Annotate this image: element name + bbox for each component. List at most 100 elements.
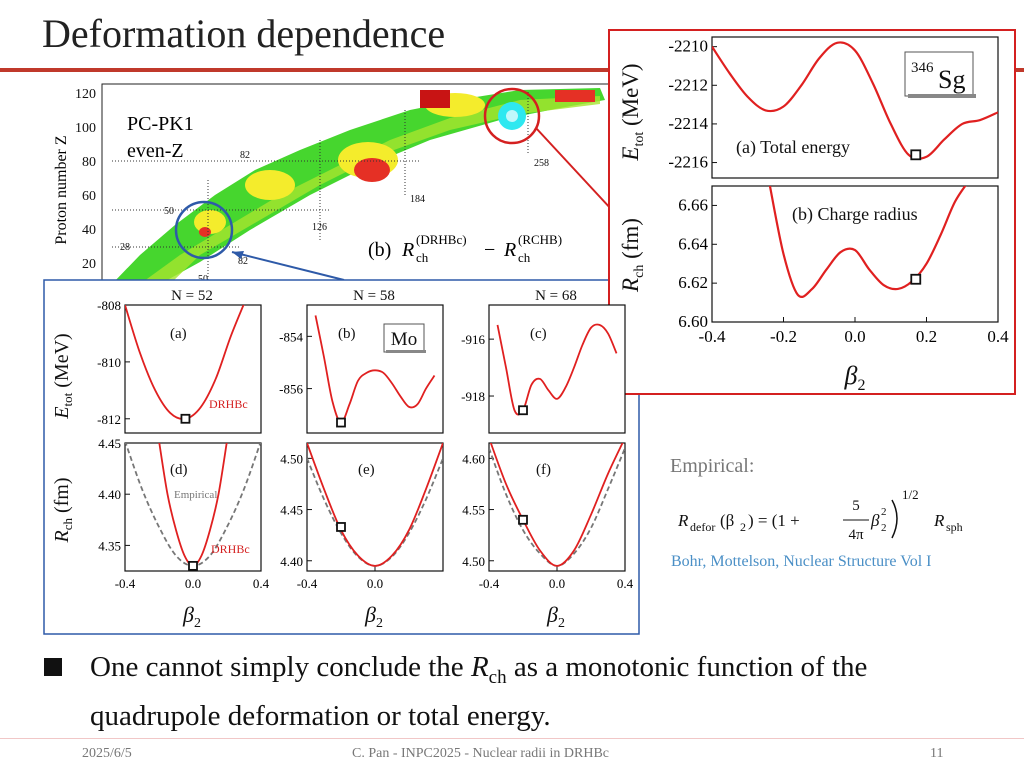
x-tick-label: 0.4	[987, 327, 1009, 346]
formula-den: 4π	[848, 527, 864, 543]
y-tick-label: 4.45	[280, 503, 303, 518]
y-tick-label: -856	[279, 382, 303, 397]
plot-frame	[124, 304, 262, 434]
y-tick-label: -918	[461, 389, 485, 404]
ground-state-marker	[518, 405, 528, 416]
drhbc-series-line	[496, 323, 618, 416]
panel-label-d: (d)	[170, 462, 188, 478]
x-tick-label: 0.4	[253, 576, 270, 591]
x-tick-label: 0.0	[367, 576, 383, 591]
y-tick-label: 4.40	[98, 487, 121, 502]
map-formula-minus: −	[484, 239, 495, 261]
y-tick-label: 6.60	[678, 312, 708, 331]
x-tick-label: 0.4	[617, 576, 634, 591]
footer-rule	[0, 738, 1024, 739]
y-tick-label: 4.35	[98, 538, 121, 553]
panel-label-e: (e)	[358, 462, 375, 478]
plot-frame	[488, 304, 626, 434]
chart-panel-4: 4.50 4.45 4.40 -0.4 0.0	[280, 442, 444, 591]
magic-label: 82	[240, 150, 250, 161]
y-tick-label: -808	[97, 298, 121, 313]
magic-label: 82	[238, 256, 248, 267]
empirical-formula: R defor (β 2 ) = (1 + 5 4π β 2 2 1/2 R s…	[677, 487, 963, 543]
magic-label: 126	[312, 222, 327, 233]
sg-box-sup: 346	[911, 60, 934, 76]
y-tick-label: 6.66	[678, 195, 708, 214]
x-tick-label: -0.4	[115, 576, 136, 591]
panel-label-f: (f)	[536, 462, 551, 478]
formula-exp: 1/2	[902, 487, 919, 502]
map-ytick: 120	[75, 87, 96, 102]
x-tick-label: 0.2	[916, 327, 937, 346]
y-tick-label: -2214	[668, 114, 708, 133]
drhbc-series-line	[768, 186, 967, 299]
y-tick-label: -810	[97, 355, 121, 370]
panel-label-charge-radius: (b) Charge radius	[792, 204, 918, 225]
ground-state-marker	[910, 273, 922, 285]
footer-page: 11	[930, 746, 944, 761]
plot-frame	[488, 442, 626, 572]
map-panel-label: (b)	[368, 239, 391, 261]
y-tick-label: 4.45	[98, 436, 121, 451]
formula-rhs-sub: sph	[946, 520, 963, 534]
footer-date: 2025/6/5	[82, 746, 132, 761]
map-formula-sub1: ch	[416, 250, 429, 265]
map-formula-sup1: (DRHBc)	[416, 232, 467, 247]
highlight-circle-sg	[483, 87, 541, 145]
y-tick-label: -2216	[668, 153, 708, 172]
map-label-evenz: even-Z	[127, 140, 184, 162]
x-tick-label: 0.0	[844, 327, 865, 346]
panel-label-c: (c)	[530, 326, 547, 342]
map-formula-r2: R	[503, 239, 516, 261]
map-ytick: 40	[82, 223, 96, 238]
bullet-text: One cannot simply conclude the Rch as a …	[90, 648, 990, 735]
bullet-post: as a monotonic function of the quadrupol…	[90, 651, 868, 732]
map-label-model: PC-PK1	[127, 113, 194, 135]
formula-beta-sup: 2	[881, 506, 887, 518]
mo-box-label: Mo	[391, 329, 417, 350]
map-ytick: 100	[75, 121, 96, 136]
mo-title-n58: N = 58	[353, 288, 395, 304]
y-tick-label: -854	[279, 329, 303, 344]
y-tick-label: 4.50	[280, 451, 303, 466]
nuclide-map: 120 100 80 60 40 20 Proton number Z PC-P…	[53, 83, 613, 285]
ground-state-marker	[336, 417, 346, 428]
drhbc-series-line	[489, 443, 624, 567]
y-tick-label: 4.40	[280, 554, 303, 569]
x-tick-label: -0.2	[770, 327, 797, 346]
drhbc-label-d: DRHBc	[211, 542, 250, 556]
y-tick-label: 6.64	[678, 234, 708, 253]
connector-sg	[535, 127, 613, 211]
x-tick-label: -0.4	[699, 327, 726, 346]
chart-panel-0: -808 -810 -812	[97, 298, 262, 434]
nuclide-band	[112, 88, 605, 284]
y-tick-label: -2210	[668, 37, 708, 56]
plot-frame	[711, 185, 999, 323]
magic-label: 184	[410, 194, 425, 205]
formula-arg-sub: 2	[740, 520, 746, 534]
formula-arg: (β	[720, 511, 734, 530]
formula-num: 5	[852, 498, 860, 514]
ground-state-marker	[518, 514, 528, 525]
y-tick-label: -916	[461, 332, 485, 347]
formula-beta-sub: 2	[881, 522, 887, 534]
map-ytick: 20	[82, 257, 96, 272]
map-formula-sub2: ch	[518, 250, 531, 265]
drhbc-series-line	[712, 41, 998, 160]
reference-text: Bohr, Mottelson, Nuclear Structure Vol I	[671, 553, 932, 570]
map-ytick: 60	[82, 189, 96, 204]
formula-mid: ) = (1 +	[748, 511, 800, 530]
drhbc-series-line	[314, 315, 436, 424]
bullet-var: R	[470, 651, 489, 683]
map-ylabel: Proton number Z	[53, 135, 70, 244]
mo-rch-ylabel: Rch (fm)	[51, 477, 75, 543]
panel-label-b: (b)	[338, 326, 356, 342]
mo-title-n68: N = 68	[535, 288, 577, 304]
map-diff-formula: R (DRHBc) ch − R (RCHB) ch	[401, 232, 562, 265]
x-tick-label: 0.0	[185, 576, 201, 591]
formula-rhs: R	[933, 511, 945, 530]
magic-label: 28	[120, 242, 130, 253]
bullet-sub: ch	[488, 666, 507, 688]
x-tick-label: -0.4	[479, 576, 500, 591]
plot-frame	[124, 442, 262, 572]
